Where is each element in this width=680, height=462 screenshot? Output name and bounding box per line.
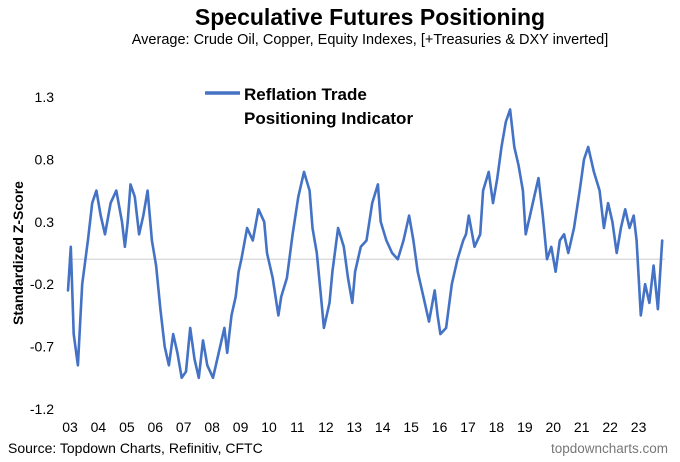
x-tick-label-3: 06 — [147, 419, 163, 435]
x-tick-label-6: 09 — [233, 419, 249, 435]
x-tick-label-17: 20 — [545, 419, 561, 435]
x-tick-label-14: 17 — [460, 419, 476, 435]
source-note: Source: Topdown Charts, Refinitiv, CFTC — [8, 440, 263, 456]
x-tick-label-9: 12 — [318, 419, 334, 435]
x-tick-label-11: 14 — [375, 419, 391, 435]
x-tick-label-16: 19 — [517, 419, 533, 435]
y-tick-label-0: 1.3 — [35, 89, 55, 105]
x-tick-label-18: 21 — [574, 419, 590, 435]
x-tick-label-4: 07 — [176, 419, 192, 435]
x-tick-label-0: 03 — [62, 419, 78, 435]
chart-title: Speculative Futures Positioning — [194, 4, 546, 30]
x-tick-label-2: 05 — [119, 419, 135, 435]
y-tick-label-1: 0.8 — [35, 151, 55, 167]
x-tick-label-19: 22 — [602, 419, 618, 435]
x-tick-label-5: 08 — [204, 419, 220, 435]
x-tick-label-7: 10 — [261, 419, 277, 435]
brand-watermark: topdowncharts.com — [550, 441, 668, 456]
x-tick-label-10: 13 — [346, 419, 362, 435]
x-tick-label-13: 16 — [432, 419, 448, 435]
y-tick-label-5: -1.2 — [30, 401, 54, 417]
y-tick-label-2: 0.3 — [35, 214, 55, 230]
x-tick-label-20: 23 — [631, 419, 647, 435]
x-tick-label-1: 04 — [91, 419, 107, 435]
series-line-reflation — [66, 108, 664, 380]
x-tick-label-15: 18 — [489, 419, 505, 435]
x-tick-label-8: 11 — [290, 419, 305, 435]
y-tick-label-4: -0.7 — [30, 339, 54, 355]
y-axis-label: Standardized Z-Score — [10, 181, 26, 325]
chart-subtitle: Average: Crude Oil, Copper, Equity Index… — [131, 32, 609, 48]
legend-label-line1: Reflation Trade — [244, 85, 367, 104]
legend-label-line2: Positioning Indicator — [244, 109, 413, 128]
y-tick-label-3: -0.2 — [30, 276, 54, 292]
x-tick-label-12: 15 — [403, 419, 419, 435]
